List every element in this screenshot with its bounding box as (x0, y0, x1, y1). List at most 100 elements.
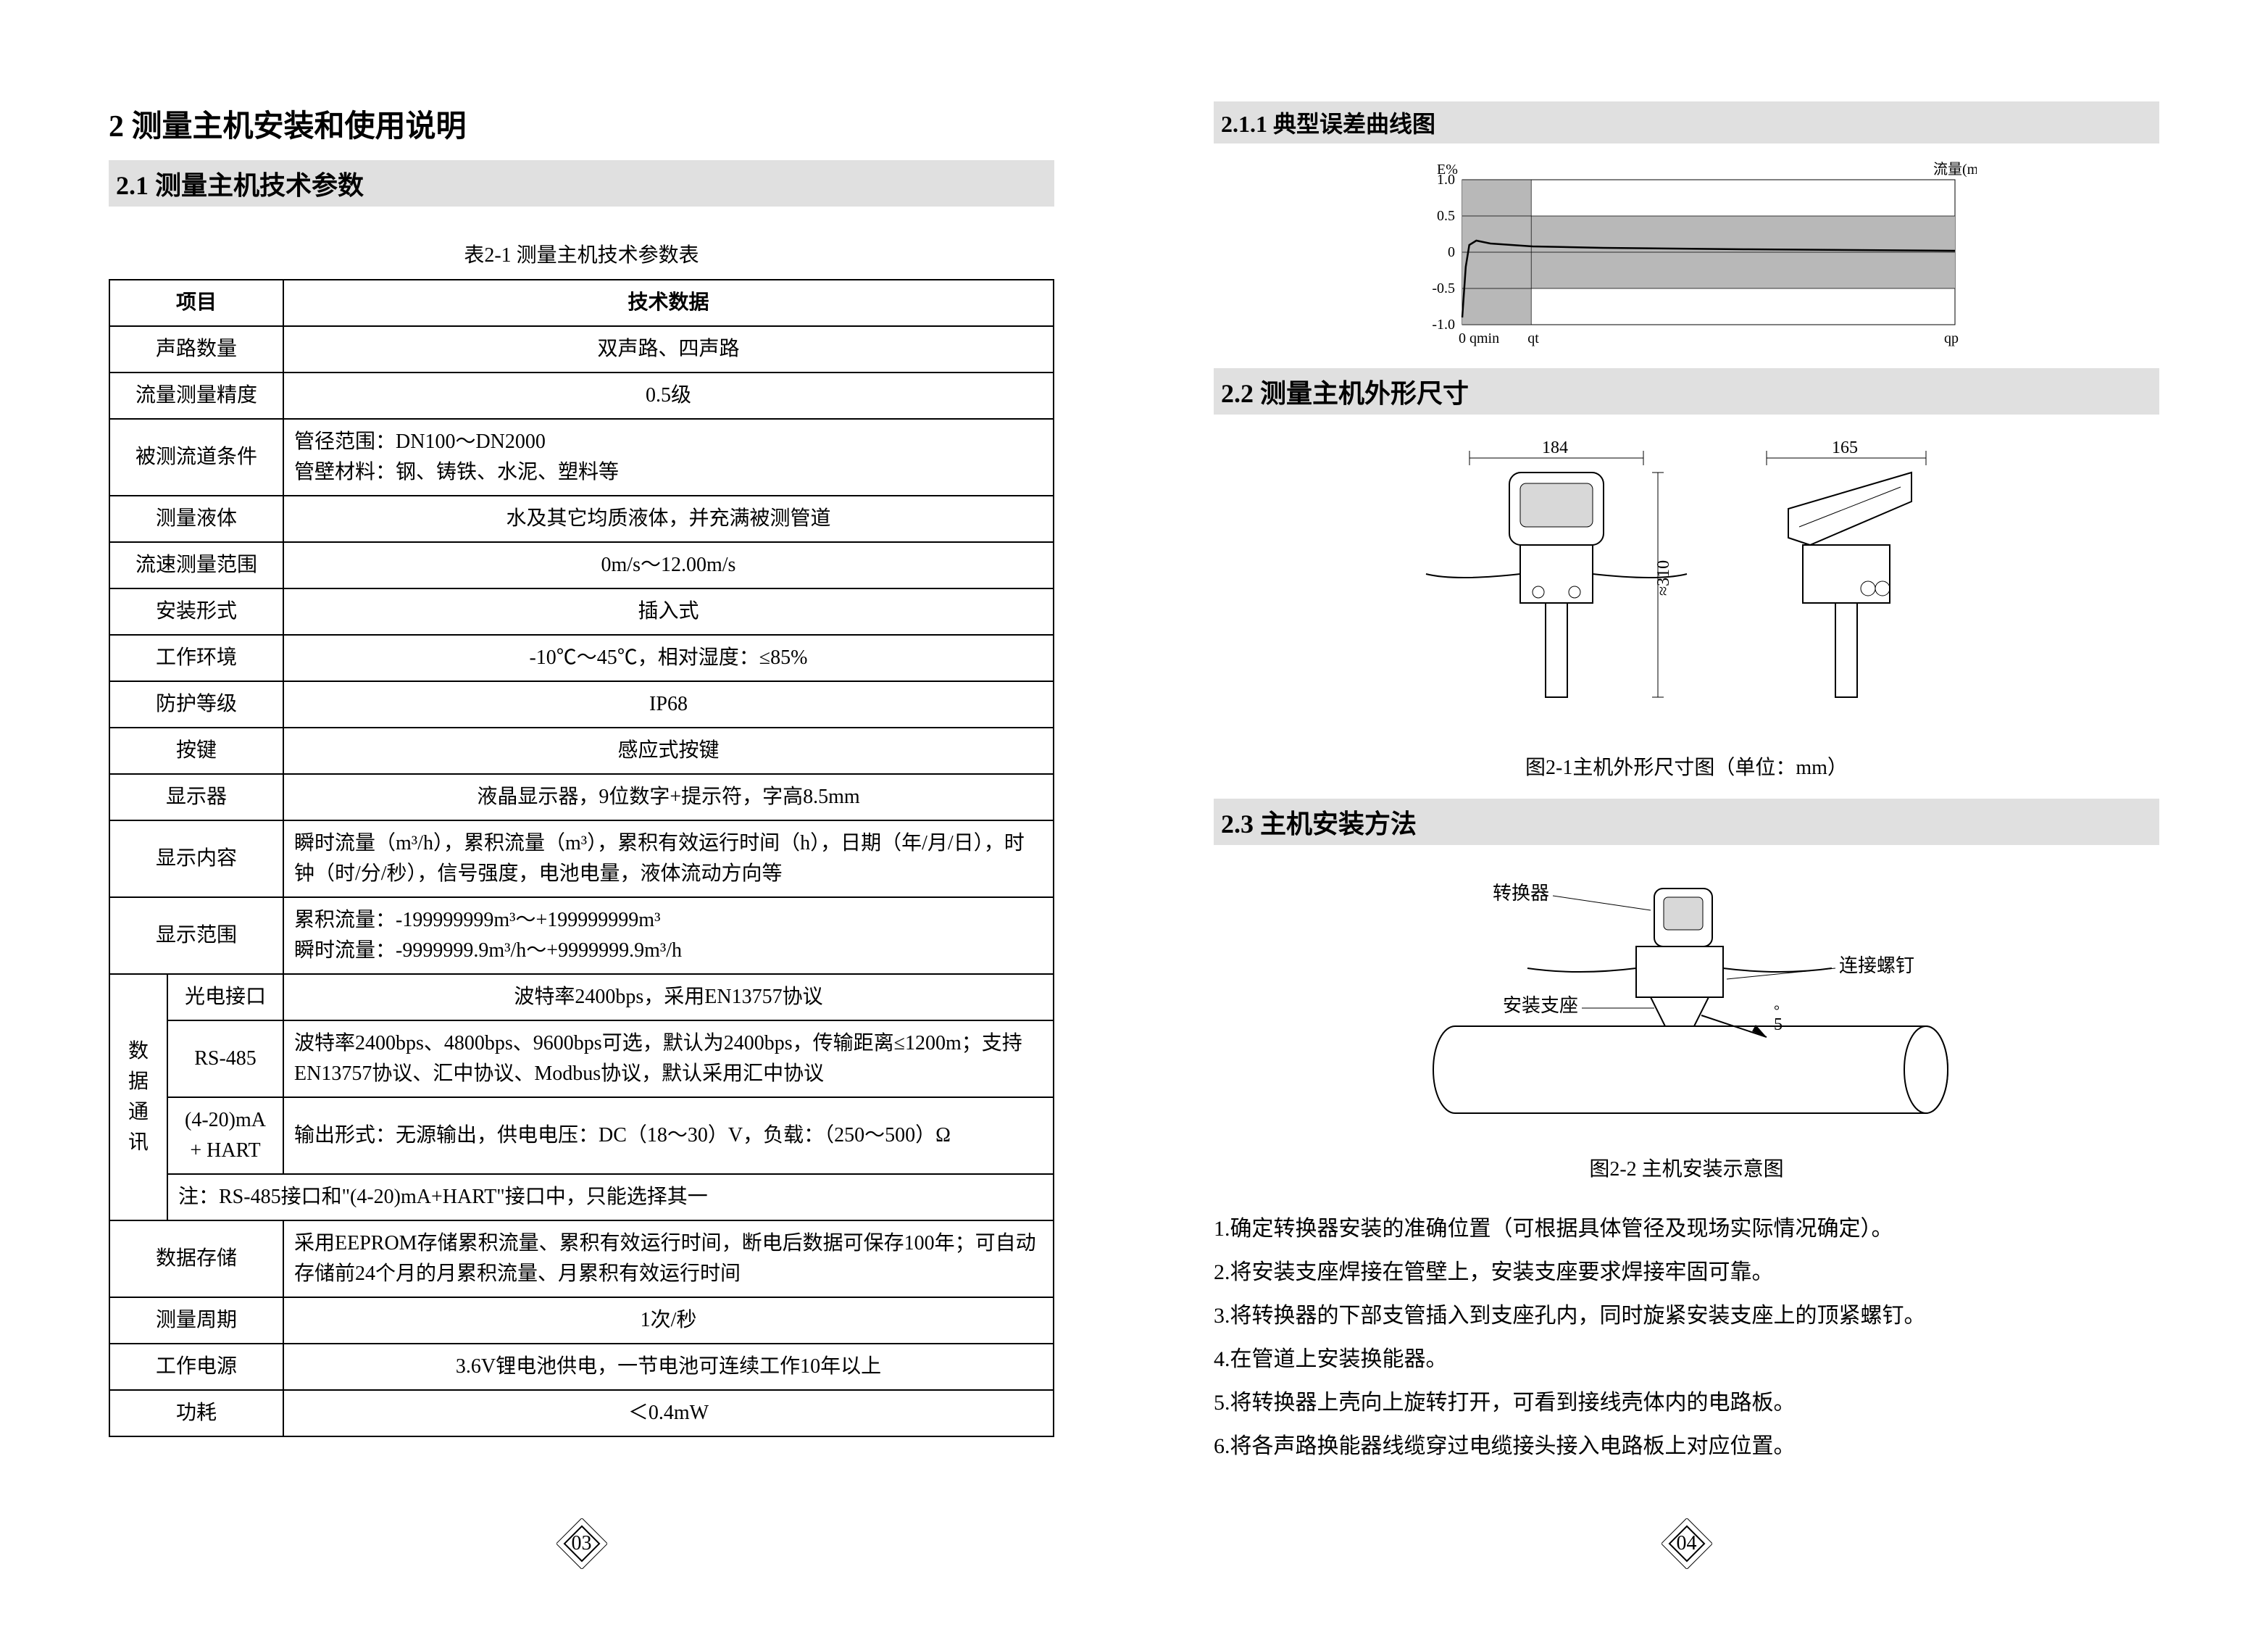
svg-text:0 qmin: 0 qmin (1459, 330, 1499, 346)
svg-text:-0.5: -0.5 (1432, 280, 1455, 296)
error-curve-chart: 1.00.50-0.5-1.0E%流量(m³/h)0 qminqtqp (1214, 158, 2159, 361)
row-value: 1次/秒 (283, 1297, 1054, 1344)
page-number-container: 03 (109, 1489, 1054, 1569)
row-label: 被测流道条件 (109, 419, 283, 496)
page-number-ornament: 04 (1662, 1518, 1712, 1569)
col-header-item: 项目 (109, 280, 283, 326)
svg-text:转换器: 转换器 (1492, 883, 1548, 904)
figure-caption: 图2-2 主机安装示意图 (1214, 1153, 2159, 1182)
row-label: 数据存储 (109, 1220, 283, 1297)
row-value: 管径范围：DN100～DN2000管壁材料：钢、铸铁、水泥、塑料等 (283, 419, 1054, 496)
table-row: 显示内容瞬时流量（m³/h），累积流量（m³），累积有效运行时间（h），日期（年… (109, 820, 1054, 897)
row-label: 声路数量 (109, 326, 283, 373)
svg-text:E%: E% (1437, 162, 1458, 178)
row-label: (4-20)mA + HART (167, 1097, 283, 1174)
svg-text:流量(m³/h): 流量(m³/h) (1933, 161, 1977, 178)
row-value: 瞬时流量（m³/h），累积流量（m³），累积有效运行时间（h），日期（年/月/日… (283, 820, 1054, 897)
row-value: 累积流量：-199999999m³～+199999999m³瞬时流量：-9999… (283, 897, 1054, 974)
page-number: 03 (572, 1532, 592, 1555)
row-value: 双声路、四声路 (283, 326, 1054, 373)
figure-caption: 图2-1主机外形尺寸图（单位：mm） (1214, 752, 2159, 781)
left-page: 2 测量主机安装和使用说明 2.1 测量主机技术参数 表2-1 测量主机技术参数… (109, 101, 1054, 1569)
row-value: 3.6V锂电池供电，一节电池可连续工作10年以上 (283, 1344, 1054, 1390)
row-value: IP68 (283, 681, 1054, 728)
install-steps: 1.确定转换器安装的准确位置（可根据具体管径及现场实际情况确定）。2.将安装支座… (1214, 1207, 2159, 1468)
table-row: 测量周期1次/秒 (109, 1297, 1054, 1344)
table-caption: 表2-1 测量主机技术参数表 (109, 239, 1054, 268)
row-label: 显示范围 (109, 897, 283, 974)
table-row: RS-485波特率2400bps、4800bps、9600bps可选，默认为24… (109, 1020, 1054, 1097)
svg-text:165: 165 (1832, 438, 1858, 457)
subsection-heading: 2.1 测量主机技术参数 (109, 160, 1054, 207)
chart-svg: 1.00.50-0.5-1.0E%流量(m³/h)0 qminqtqp (1397, 158, 1977, 361)
row-value: 0.5级 (283, 373, 1054, 419)
svg-text:连接螺钉: 连接螺钉 (1839, 955, 1914, 976)
row-value: 采用EEPROM存储累积流量、累积有效运行时间，断电后数据可保存100年；可自动… (283, 1220, 1054, 1297)
svg-text:0: 0 (1448, 244, 1455, 260)
page-number: 04 (1677, 1532, 1697, 1555)
row-label: 流量测量精度 (109, 373, 283, 419)
table-header-row: 项目 技术数据 (109, 280, 1054, 326)
row-label: 工作环境 (109, 635, 283, 681)
install-step: 5.将转换器上壳向上旋转打开，可看到接线壳体内的电路板。 (1214, 1381, 2159, 1425)
table-row: 声路数量双声路、四声路 (109, 326, 1054, 373)
subsection-heading: 2.3 主机安装方法 (1214, 799, 2159, 845)
table-row: 被测流道条件管径范围：DN100～DN2000管壁材料：钢、铸铁、水泥、塑料等 (109, 419, 1054, 496)
install-step: 2.将安装支座焊接在管壁上，安装支座要求焊接牢固可靠。 (1214, 1251, 2159, 1294)
svg-text:184: 184 (1542, 438, 1568, 457)
row-value: 输出形式：无源输出，供电电压：DC（18～30）V，负载：（250～500）Ω (283, 1097, 1054, 1174)
row-label: 显示内容 (109, 820, 283, 897)
page-number-ornament: 03 (556, 1518, 607, 1569)
row-value: 液晶显示器，9位数字+提示符，字高8.5mm (283, 774, 1054, 820)
table-row: 工作环境-10℃～45℃，相对湿度：≤85% (109, 635, 1054, 681)
svg-text:0.5: 0.5 (1437, 208, 1455, 224)
subsubsection-heading: 2.1.1 典型误差曲线图 (1214, 101, 2159, 143)
row-value: 波特率2400bps、4800bps、9600bps可选，默认为2400bps，… (283, 1020, 1054, 1097)
dimension-drawing: 184 ≈310 165 (1214, 429, 2159, 733)
table-row: 工作电源3.6V锂电池供电，一节电池可连续工作10年以上 (109, 1344, 1054, 1390)
svg-text:qp: qp (1944, 330, 1959, 346)
right-page: 2.1.1 典型误差曲线图 1.00.50-0.5-1.0E%流量(m³/h)0… (1214, 101, 2159, 1569)
row-label: 按键 (109, 728, 283, 774)
row-label: 功耗 (109, 1390, 283, 1436)
table-row: 按键感应式按键 (109, 728, 1054, 774)
install-svg: 5°转换器安装支座连接螺钉 (1361, 860, 2013, 1135)
table-row: 防护等级IP68 (109, 681, 1054, 728)
subsection-heading: 2.2 测量主机外形尺寸 (1214, 368, 2159, 415)
install-step: 1.确定转换器安装的准确位置（可根据具体管径及现场实际情况确定）。 (1214, 1207, 2159, 1251)
table-row: 功耗＜0.4mW (109, 1390, 1054, 1436)
spec-table: 项目 技术数据 声路数量双声路、四声路流量测量精度0.5级被测流道条件管径范围：… (109, 279, 1054, 1437)
col-header-value: 技术数据 (283, 280, 1054, 326)
row-value: -10℃～45℃，相对湿度：≤85% (283, 635, 1054, 681)
install-diagram: 5°转换器安装支座连接螺钉 (1214, 860, 2159, 1135)
row-value: 0m/s～12.00m/s (283, 542, 1054, 588)
svg-text:°: ° (1774, 1003, 1780, 1019)
svg-text:≈310: ≈310 (1654, 560, 1673, 596)
section-heading: 2 测量主机安装和使用说明 (109, 101, 1054, 146)
svg-text:qt: qt (1527, 330, 1539, 346)
row-label: 工作电源 (109, 1344, 283, 1390)
row-group-label: 数据通讯 (109, 974, 167, 1220)
row-label: 防护等级 (109, 681, 283, 728)
row-value: ＜0.4mW (283, 1390, 1054, 1436)
svg-text:安装支座: 安装支座 (1502, 995, 1577, 1016)
dimension-svg: 184 ≈310 165 (1361, 429, 2013, 733)
row-value: 感应式按键 (283, 728, 1054, 774)
row-label: 安装形式 (109, 588, 283, 635)
table-row: 测量液体水及其它均质液体，并充满被测管道 (109, 496, 1054, 542)
comm-note: 注：RS-485接口和"(4-20)mA+HART"接口中，只能选择其一 (167, 1174, 1054, 1220)
row-label: 显示器 (109, 774, 283, 820)
table-row: 显示范围累积流量：-199999999m³～+199999999m³瞬时流量：-… (109, 897, 1054, 974)
table-row-note: 注：RS-485接口和"(4-20)mA+HART"接口中，只能选择其一 (109, 1174, 1054, 1220)
install-step: 4.在管道上安装换能器。 (1214, 1338, 2159, 1381)
page-number-container: 04 (1214, 1489, 2159, 1569)
row-label: 流速测量范围 (109, 542, 283, 588)
row-value: 波特率2400bps，采用EN13757协议 (283, 974, 1054, 1020)
table-row: 流速测量范围0m/s～12.00m/s (109, 542, 1054, 588)
install-step: 6.将各声路换能器线缆穿过电缆接头接入电路板上对应位置。 (1214, 1425, 2159, 1468)
row-label: 测量液体 (109, 496, 283, 542)
row-label: 测量周期 (109, 1297, 283, 1344)
svg-text:-1.0: -1.0 (1432, 317, 1455, 333)
table-row: 数据存储采用EEPROM存储累积流量、累积有效运行时间，断电后数据可保存100年… (109, 1220, 1054, 1297)
table-row: 流量测量精度0.5级 (109, 373, 1054, 419)
